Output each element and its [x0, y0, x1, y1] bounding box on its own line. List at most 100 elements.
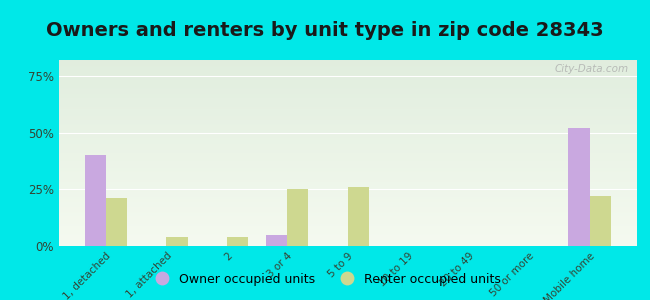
Bar — [58, 127, 637, 128]
Bar — [58, 187, 637, 188]
Bar — [58, 232, 637, 233]
Bar — [58, 101, 637, 102]
Bar — [58, 91, 637, 92]
Bar — [58, 239, 637, 240]
Bar — [58, 149, 637, 150]
Bar — [58, 113, 637, 114]
Bar — [58, 125, 637, 126]
Bar — [166, 237, 188, 246]
Bar — [58, 95, 637, 96]
Bar — [58, 184, 637, 185]
Bar — [58, 219, 637, 220]
Bar — [58, 124, 637, 125]
Bar — [58, 169, 637, 170]
Bar — [58, 154, 637, 155]
Bar — [58, 195, 637, 196]
Bar — [227, 237, 248, 246]
Bar — [58, 182, 637, 183]
Bar — [58, 64, 637, 66]
Bar — [58, 112, 637, 113]
Bar — [58, 217, 637, 218]
Bar — [58, 135, 637, 136]
Text: Owners and renters by unit type in zip code 28343: Owners and renters by unit type in zip c… — [46, 21, 604, 40]
Legend: Owner occupied units, Renter occupied units: Owner occupied units, Renter occupied un… — [144, 268, 506, 291]
Bar — [58, 176, 637, 177]
Bar — [58, 102, 637, 103]
Bar — [58, 206, 637, 207]
Bar — [58, 98, 637, 99]
Bar — [58, 241, 637, 242]
Bar — [58, 231, 637, 232]
Bar — [58, 203, 637, 204]
Bar — [58, 73, 637, 74]
Bar — [58, 193, 637, 194]
Bar — [58, 105, 637, 106]
Bar — [58, 238, 637, 239]
Bar — [58, 62, 637, 63]
Bar — [58, 167, 637, 168]
Bar — [58, 212, 637, 214]
Bar — [58, 166, 637, 167]
Bar — [58, 189, 637, 190]
Bar — [58, 201, 637, 202]
Bar — [58, 238, 637, 239]
Bar — [58, 163, 637, 164]
Bar — [58, 173, 637, 174]
Bar — [58, 214, 637, 215]
Bar — [58, 190, 637, 191]
Bar — [58, 183, 637, 184]
Bar — [58, 153, 637, 154]
Bar — [58, 234, 637, 235]
Bar — [58, 228, 637, 229]
Bar — [266, 235, 287, 246]
Bar — [58, 159, 637, 160]
Bar — [58, 89, 637, 90]
Bar — [58, 66, 637, 67]
Bar — [58, 118, 637, 119]
Bar — [58, 133, 637, 134]
Bar — [568, 128, 590, 246]
Bar — [58, 114, 637, 115]
Bar — [58, 104, 637, 105]
Bar — [58, 226, 637, 227]
Bar — [58, 210, 637, 211]
Bar — [58, 164, 637, 165]
Bar — [58, 155, 637, 156]
Bar — [58, 171, 637, 172]
Bar — [58, 87, 637, 88]
Bar — [58, 71, 637, 72]
Bar — [58, 144, 637, 145]
Bar — [84, 155, 106, 246]
Bar — [58, 194, 637, 195]
Bar — [58, 99, 637, 100]
Bar — [58, 86, 637, 87]
Bar — [58, 243, 637, 244]
Bar — [58, 107, 637, 108]
Bar — [58, 147, 637, 148]
Bar — [58, 211, 637, 212]
Bar — [58, 108, 637, 109]
Bar — [58, 72, 637, 73]
Bar — [58, 78, 637, 79]
Bar — [58, 111, 637, 112]
Bar — [58, 152, 637, 153]
Bar — [58, 245, 637, 246]
Bar — [58, 79, 637, 80]
Bar — [58, 122, 637, 123]
Bar — [58, 177, 637, 178]
Bar — [58, 227, 637, 228]
Bar — [58, 215, 637, 216]
Bar — [58, 61, 637, 62]
Bar — [58, 192, 637, 193]
Bar — [58, 180, 637, 181]
Bar — [58, 161, 637, 162]
Bar — [58, 94, 637, 95]
Bar — [58, 146, 637, 147]
Bar — [58, 137, 637, 138]
Bar — [58, 76, 637, 77]
Bar — [58, 120, 637, 122]
Bar — [58, 162, 637, 163]
Bar — [58, 69, 637, 70]
Bar — [58, 191, 637, 192]
Bar — [58, 74, 637, 75]
